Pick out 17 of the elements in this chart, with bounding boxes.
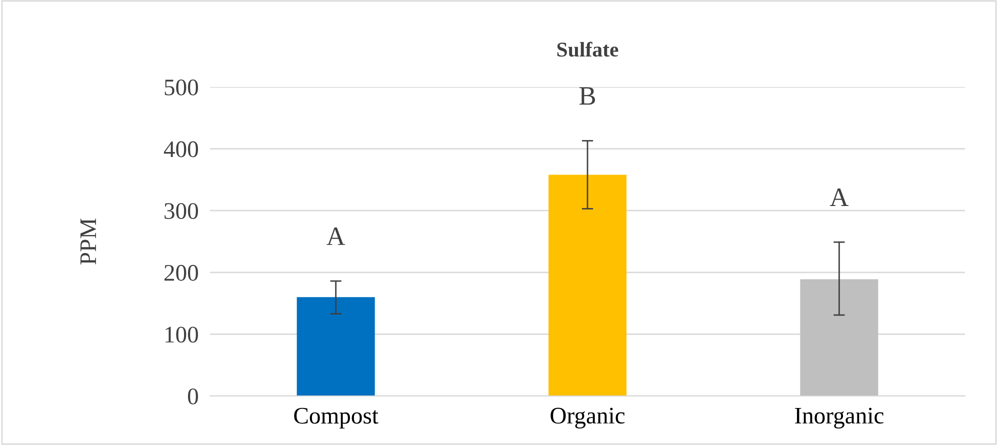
x-tick-label: Organic bbox=[550, 408, 625, 429]
y-tick-label: 300 bbox=[164, 203, 198, 220]
y-tick-label: 400 bbox=[164, 141, 198, 158]
bar bbox=[548, 174, 627, 396]
annotation: A bbox=[830, 188, 848, 206]
y-tick-label: 200 bbox=[164, 264, 198, 281]
bar bbox=[800, 279, 878, 396]
y-tick-label: 100 bbox=[166, 326, 198, 343]
annotation: A bbox=[326, 227, 346, 245]
y-tick-label: 500 bbox=[164, 79, 198, 96]
annotation: B bbox=[579, 87, 596, 105]
chart-title: Sulfate bbox=[557, 42, 618, 57]
x-tick-label: Compost bbox=[294, 408, 378, 429]
bar bbox=[296, 297, 375, 396]
y-tick-label: 0 bbox=[188, 388, 198, 404]
x-tick-label: Inorganic bbox=[794, 408, 884, 429]
y-axis-title: PPM bbox=[80, 218, 96, 264]
